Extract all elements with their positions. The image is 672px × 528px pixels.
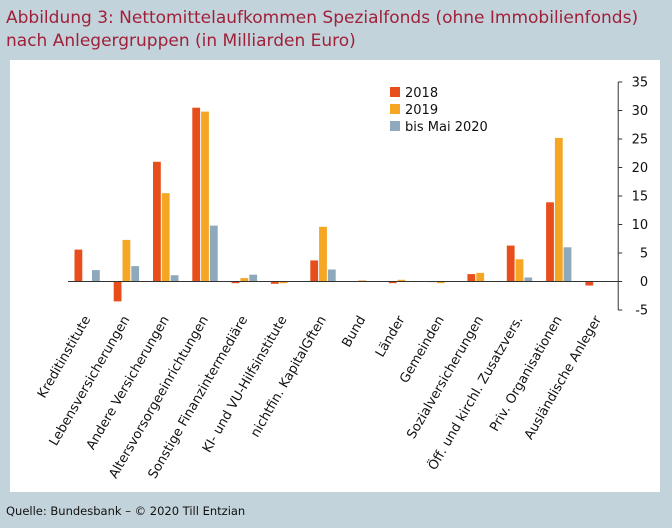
bar-1-1 [74,249,83,282]
bar-2-3 [161,193,170,282]
bar-1-6 [270,281,279,284]
bar-2-5 [240,278,249,282]
bar-3-4 [209,225,218,282]
bar-1-3 [153,161,161,282]
bar-2-12 [515,259,524,282]
bar-2-10 [436,281,445,284]
y-tick-label-1: -5 [635,304,648,319]
bar-1-4 [192,107,201,282]
bar-3-5 [249,274,258,282]
bar-2-4 [201,111,209,282]
bar-1-14 [585,281,594,286]
category-label-9: Länder [373,313,409,360]
bar-2-8 [358,280,367,282]
bar-1-13 [546,202,554,282]
bar-1-7 [310,260,319,282]
bar-3-2 [131,266,140,282]
y-tick-label-9: 35 [632,76,649,91]
chart-title-line1: Abbildung 3: Nettomittelaufkommen Spezia… [6,8,639,28]
y-tick-label-7: 25 [632,133,649,148]
y-tick-label-3: 5 [640,247,648,262]
legend-swatch-3 [390,121,400,131]
bar-1-5 [231,281,240,284]
plot-area: -5 0 5 10 15 20 25 30 35 Kreditinstitute Lebensver… [10,60,660,492]
y-tick-label-4: 10 [632,218,649,233]
bar-1-2 [113,281,122,302]
bar-2-6 [279,281,288,284]
bar-1-12 [506,245,515,282]
bar-2-2 [122,239,131,282]
bar-1-9 [388,281,397,284]
bar-2-9 [397,279,406,282]
y-tick-label-8: 30 [632,104,649,119]
category-label-13: Priv. Organisationen [487,314,565,435]
category-label-14: Ausländische Anleger [522,313,605,442]
category-label-11: Sozialversicherungen [404,314,487,442]
legend-label-1: 2018 [405,86,438,101]
bar-3-12 [524,277,533,282]
bar-3-7 [327,269,336,282]
legend-label-3: bis Mai 2020 [405,120,488,135]
bar-3-13 [563,247,572,282]
bar-2-13 [554,137,563,282]
bar-3-3 [170,275,179,282]
y-tick-label-5: 15 [632,190,649,205]
bar-2-11 [476,272,485,282]
y-tick-label-2: 0 [640,275,648,290]
legend-swatch-1 [390,87,400,97]
bar-3-1 [92,270,100,282]
bar-1-11 [467,274,476,282]
bar-chart: -505101520253035KreditinstituteLebensver… [35,76,649,482]
y-tick-label-6: 20 [632,161,649,176]
chart-title-line2: nach Anlegergruppen (in Milliarden Euro) [6,31,356,51]
source-note: Quelle: Bundesbank – © 2020 Till Entzian [6,504,246,518]
legend-swatch-2 [390,104,400,114]
chart-title: Abbildung 3: Nettomittelaufkommen Spezia… [6,7,666,53]
category-label-8: Bund [339,314,369,351]
bar-2-7 [319,226,327,282]
category-label-7: nichtfin. KapitalGften [248,314,330,441]
legend-label-2: 2019 [405,103,438,118]
